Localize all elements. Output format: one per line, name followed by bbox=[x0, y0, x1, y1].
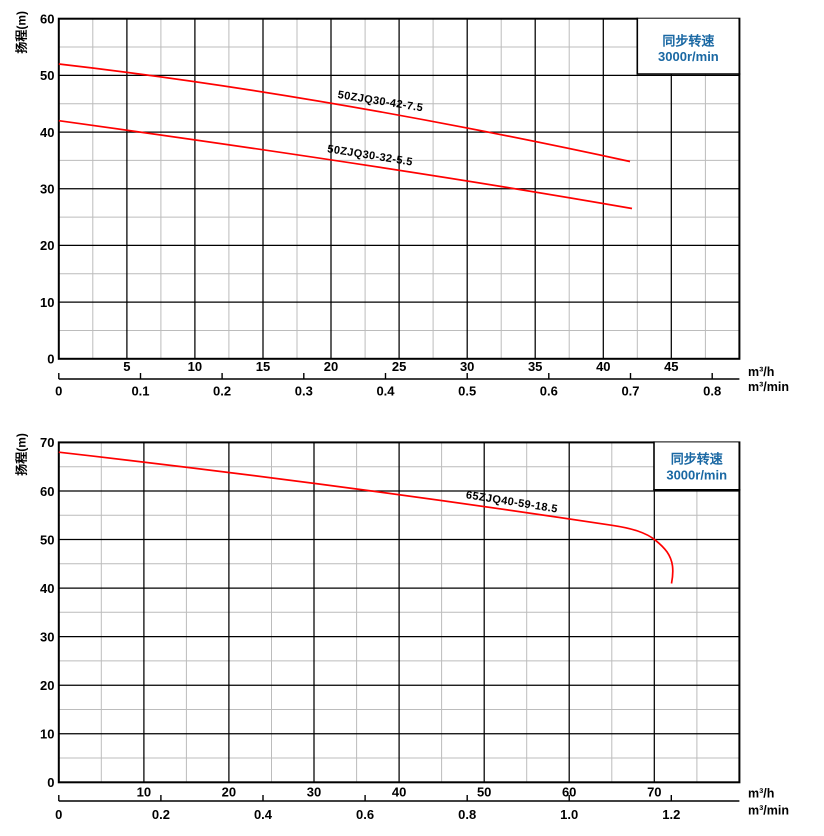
svg-text:扬程(m): 扬程(m) bbox=[14, 11, 29, 54]
svg-text:15: 15 bbox=[256, 359, 270, 374]
svg-text:30: 30 bbox=[40, 629, 54, 644]
svg-text:10: 10 bbox=[188, 359, 202, 374]
svg-text:25: 25 bbox=[392, 359, 406, 374]
svg-text:5: 5 bbox=[123, 359, 130, 374]
svg-text:m³/min: m³/min bbox=[748, 804, 789, 818]
svg-text:m³/min: m³/min bbox=[748, 380, 789, 394]
svg-text:50: 50 bbox=[40, 68, 54, 83]
svg-text:40: 40 bbox=[392, 785, 406, 800]
svg-text:10: 10 bbox=[137, 785, 151, 800]
svg-text:0.4: 0.4 bbox=[254, 807, 273, 822]
svg-text:0.6: 0.6 bbox=[540, 384, 558, 399]
svg-text:40: 40 bbox=[40, 581, 54, 596]
svg-text:同步转速: 同步转速 bbox=[662, 33, 714, 48]
svg-text:35: 35 bbox=[528, 359, 542, 374]
svg-text:0.1: 0.1 bbox=[131, 384, 149, 399]
svg-text:3000r/min: 3000r/min bbox=[658, 49, 719, 64]
svg-text:0.3: 0.3 bbox=[295, 384, 313, 399]
svg-text:45: 45 bbox=[664, 359, 678, 374]
svg-text:0.2: 0.2 bbox=[152, 807, 170, 822]
svg-text:70: 70 bbox=[40, 435, 54, 450]
svg-text:20: 20 bbox=[40, 238, 54, 253]
svg-text:1.0: 1.0 bbox=[560, 807, 578, 822]
svg-text:0.2: 0.2 bbox=[213, 384, 231, 399]
svg-text:0: 0 bbox=[55, 807, 62, 822]
svg-text:10: 10 bbox=[40, 295, 54, 310]
svg-text:m³/h: m³/h bbox=[748, 365, 774, 379]
svg-text:1.2: 1.2 bbox=[662, 807, 680, 822]
svg-text:70: 70 bbox=[647, 785, 661, 800]
svg-text:30: 30 bbox=[307, 785, 321, 800]
svg-text:0: 0 bbox=[47, 775, 54, 790]
svg-text:3000r/min: 3000r/min bbox=[666, 468, 727, 483]
svg-text:40: 40 bbox=[40, 125, 54, 140]
svg-text:同步转速: 同步转速 bbox=[671, 452, 723, 467]
svg-text:扬程(m): 扬程(m) bbox=[14, 433, 29, 476]
svg-text:0.8: 0.8 bbox=[703, 384, 721, 399]
svg-text:0.6: 0.6 bbox=[356, 807, 374, 822]
svg-text:0: 0 bbox=[55, 384, 62, 399]
svg-text:60: 60 bbox=[40, 484, 54, 499]
svg-text:0.5: 0.5 bbox=[458, 384, 476, 399]
svg-text:50: 50 bbox=[477, 785, 491, 800]
svg-text:20: 20 bbox=[40, 678, 54, 693]
svg-text:0.7: 0.7 bbox=[621, 384, 639, 399]
svg-text:30: 30 bbox=[40, 182, 54, 197]
svg-text:30: 30 bbox=[460, 359, 474, 374]
svg-text:m³/h: m³/h bbox=[748, 787, 774, 801]
svg-text:20: 20 bbox=[222, 785, 236, 800]
svg-text:50: 50 bbox=[40, 532, 54, 547]
svg-text:40: 40 bbox=[596, 359, 610, 374]
svg-text:0.8: 0.8 bbox=[458, 807, 476, 822]
svg-text:0.4: 0.4 bbox=[376, 384, 395, 399]
svg-text:20: 20 bbox=[324, 359, 338, 374]
svg-text:60: 60 bbox=[562, 785, 576, 800]
svg-text:10: 10 bbox=[40, 727, 54, 742]
svg-text:60: 60 bbox=[40, 12, 54, 27]
svg-text:0: 0 bbox=[47, 352, 54, 367]
